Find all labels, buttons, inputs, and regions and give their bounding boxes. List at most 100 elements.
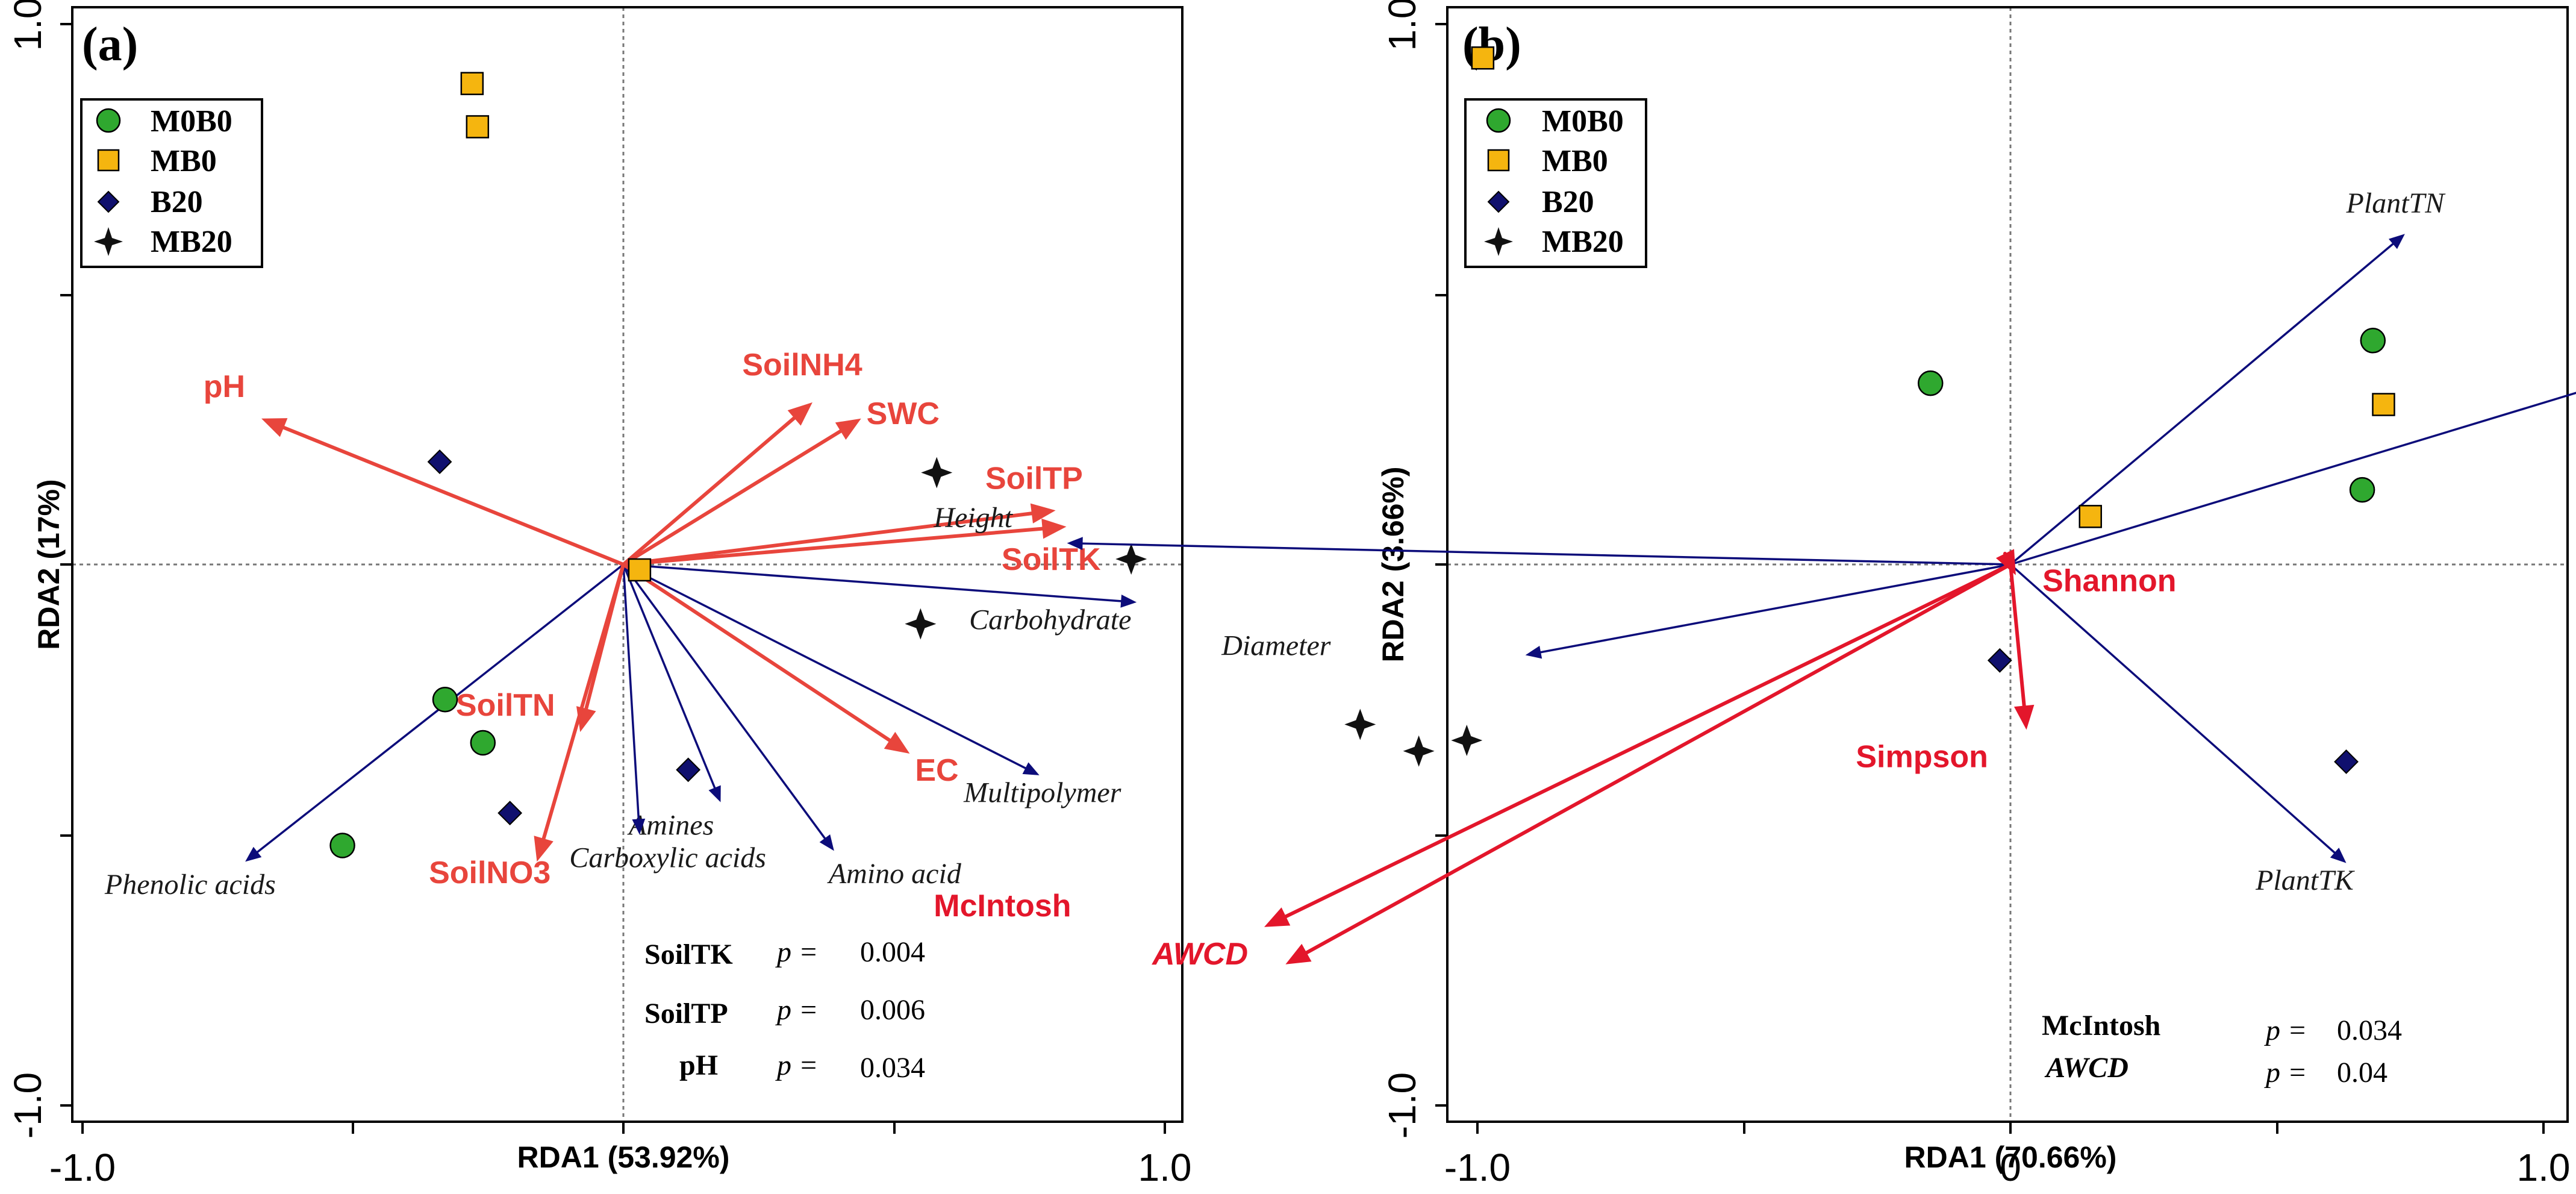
- panel-a-sig-var-soiltk: SoilTK: [644, 939, 733, 971]
- panel-b-x-axis-title: RDA1 (70.66%): [1904, 1140, 2117, 1174]
- panel-a-label: (a): [82, 18, 138, 71]
- panel-b-env-vector-mcintosh: [1264, 563, 2012, 927]
- panel-b-env-label-awcd: AWCD: [1151, 937, 1248, 972]
- panel-a-sig-plabel-ph: p =: [775, 1049, 818, 1081]
- panel-a-sig-value-ph: 0.034: [860, 1052, 925, 1084]
- panel-a-sig-value-soiltk: 0.004: [860, 936, 925, 968]
- panel-a-legend-label-b20: B20: [151, 185, 203, 219]
- panel-a-point-mb20-2: [1115, 543, 1147, 575]
- panel-b-point-mb0-2: [2372, 393, 2395, 416]
- panel-a-env-label-soilno3: SoilNO3: [429, 855, 550, 890]
- panel-b-environmental-vectors: Shannon Simpson McIntosh AWCD: [934, 549, 2177, 972]
- panel-a-env-vector-ph: [261, 418, 625, 566]
- panel-a-xtick-label-left: -1.0: [49, 1146, 116, 1189]
- panel-b-legend-label-mb0: MB0: [1542, 144, 1608, 178]
- panel-a-sig-var-soiltp: SoilTP: [644, 998, 728, 1030]
- panel-a-vector-label-amino-acid: Amino acid: [827, 858, 962, 890]
- panel-b-sig-plabel-mcintosh: p =: [2264, 1014, 2307, 1046]
- panel-a-point-mb0-2: [466, 115, 490, 139]
- panel-b-point-b20-1: [1987, 648, 2012, 673]
- panel-b-legend-label-m0b0: M0B0: [1542, 104, 1624, 139]
- panel-b-legend-marker-mb20: [1484, 227, 1513, 256]
- panel-b-sig-var-awcd: AWCD: [2044, 1052, 2128, 1084]
- panel-a-vector-label-phenolic-acids: Phenolic acids: [104, 869, 276, 901]
- panel-a-ytick-label-top: 1.0: [6, 0, 49, 51]
- panel-a-env-vector-soiltp: [622, 503, 1056, 566]
- panel-a-env-label-ec: EC: [915, 753, 958, 788]
- panel-b-y-axis-title: RDA2 (3.66%): [1376, 466, 1410, 662]
- panel-a-env-label-soiltp: SoilTP: [985, 461, 1083, 496]
- panel-a-point-b20-2: [497, 801, 523, 826]
- panel-b: 1.0 -1.0 -1.0 0 1.0 RDA1 (70.66%) RDA2 (…: [933, 0, 2576, 1189]
- panel-b-vector-diameter: [1525, 563, 2012, 659]
- panel-a-vector-multipolymer: [622, 563, 1040, 775]
- panel-b-env-label-shannon: Shannon: [2042, 563, 2176, 598]
- panel-b-legend-marker-m0b0: [1486, 108, 1511, 133]
- panel-a-sig-plabel-soiltp: p =: [775, 994, 818, 1026]
- panel-b-legend-marker-b20: [1487, 190, 1510, 213]
- panel-b-point-b20-2: [2334, 749, 2359, 774]
- panel-a-env-label-soilnh4: SoilNH4: [742, 348, 862, 383]
- panel-b-vector-planttk: [2009, 563, 2347, 863]
- panel-b-point-m0b0-2: [2349, 477, 2375, 503]
- panel-a-env-label-swc: SWC: [867, 396, 940, 431]
- panel-a-vector-amino-acid: [622, 563, 834, 851]
- panel-b-vector-planttn: [2009, 234, 2405, 566]
- panel-b-legend: M0B0 MB0 B20 MB20: [1464, 98, 1647, 268]
- panel-b-xtick-label-zero: 0: [2000, 1146, 2021, 1189]
- panel-a-point-mb20-3: [905, 608, 937, 640]
- panel-b-sample-points: [1344, 46, 2395, 774]
- panel-a-point-m0b0-2: [470, 730, 496, 756]
- panel-a-legend: M0B0 MB0 B20 MB20: [80, 98, 263, 268]
- panel-b-dependent-vectors: PlantTNPlantTPPlantTKHeightDiameter: [933, 187, 2576, 896]
- panel-a-env-vector-soiltk: [622, 518, 1067, 566]
- panel-b-vector-planttp: [2009, 392, 2576, 566]
- panel-b-legend-marker-mb0: [1487, 149, 1510, 172]
- panel-a-legend-marker-mb20: [94, 227, 123, 256]
- panel-a-point-m0b0-3: [329, 833, 355, 858]
- panel-a-sample-points: [329, 72, 1147, 858]
- panel-b-xtick-label-left: -1.0: [1444, 1146, 1511, 1189]
- panel-a-x-axis-title: RDA1 (53.92%): [517, 1140, 730, 1174]
- panel-a-ytick-label-bottom: -1.0: [6, 1072, 49, 1139]
- panel-a-point-b20-1: [427, 449, 452, 474]
- panel-a-env-label-soiltn: SoilTN: [456, 688, 555, 723]
- panel-b-point-mb0-1: [1471, 46, 1495, 70]
- panel-a-vector-carbohydrate: [622, 563, 1137, 608]
- panel-b-env-vector-awcd: [1285, 563, 2012, 964]
- panel-b-sig-value-awcd: 0.04: [2337, 1057, 2387, 1089]
- panel-a-env-vector-soilnh4: [622, 402, 812, 566]
- panel-b-point-mb20-3: [1451, 725, 1483, 757]
- panel-a-sig-var-ph: pH: [679, 1049, 718, 1081]
- panel-a-vector-label-carboxylic-acids: Carboxylic acids: [569, 842, 766, 874]
- panel-a-vector-carboxylic-acids: [622, 563, 646, 835]
- panel-b-point-m0b0-1: [1918, 370, 1944, 396]
- panel-a-env-vector-soilno3: [534, 563, 625, 862]
- panel-a-env-label-soiltk: SoilTK: [1002, 542, 1101, 577]
- panel-a-point-mb0-1: [460, 72, 484, 95]
- panel-b-vector-label-height: Height: [933, 502, 1013, 534]
- panel-b-sig-var-mcintosh: McIntosh: [2042, 1010, 2160, 1042]
- panel-a-sig-value-soiltp: 0.006: [860, 994, 925, 1026]
- panel-a-point-b20-3: [676, 757, 701, 783]
- panel-b-vector-label-planttk: PlantTK: [2255, 864, 2356, 896]
- panel-b-env-vector-simpson: [2009, 563, 2035, 730]
- panel-b-point-mb20-1: [1344, 708, 1376, 740]
- panel-b-xtick-label-right: 1.0: [2517, 1146, 2571, 1189]
- panel-b-legend-label-b20: B20: [1542, 185, 1594, 219]
- panel-a-legend-marker-m0b0: [96, 108, 121, 133]
- panel-b-point-mb20-2: [1403, 735, 1435, 767]
- panel-a-point-mb0-3: [628, 558, 652, 582]
- panel-a-legend-label-mb0: MB0: [151, 144, 217, 178]
- panel-b-legend-label-mb20: MB20: [1542, 225, 1624, 259]
- panel-b-point-mb0-3: [2079, 505, 2102, 528]
- panel-b-ytick-label-top: 1.0: [1380, 0, 1424, 51]
- panel-b-sig-value-mcintosh: 0.034: [2337, 1014, 2402, 1046]
- panel-a-legend-marker-b20: [97, 190, 120, 213]
- panel-b-point-m0b0-3: [2360, 328, 2386, 354]
- panel-a-xtick-label-right: 1.0: [1138, 1146, 1192, 1189]
- panel-a-env-label-ph: pH: [204, 369, 245, 404]
